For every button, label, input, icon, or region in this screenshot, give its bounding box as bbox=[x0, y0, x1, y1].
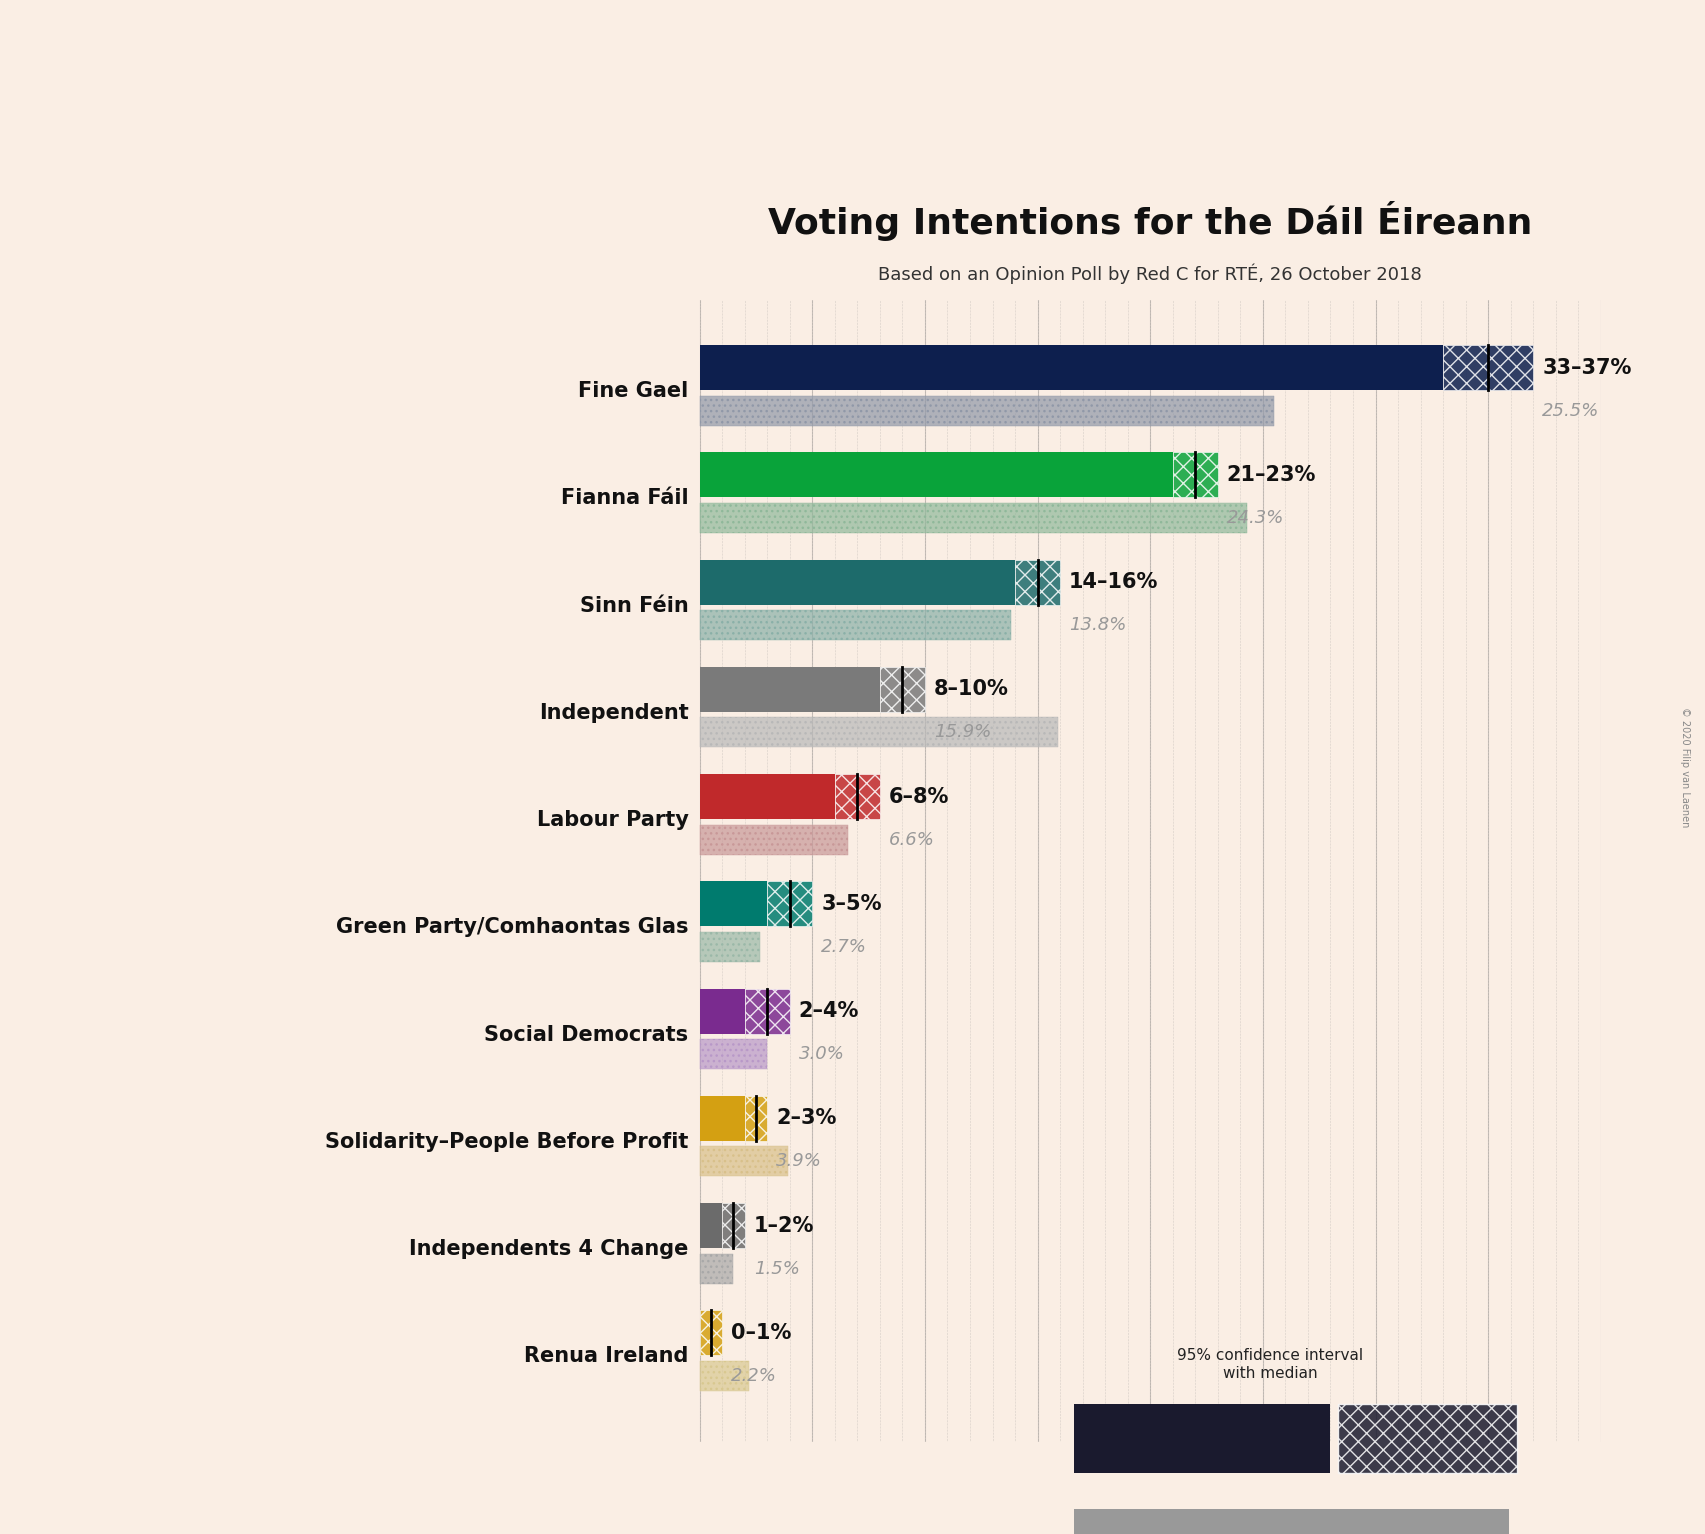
Text: Social Democrats: Social Democrats bbox=[484, 1025, 689, 1045]
Text: Green Party/Comhaontas Glas: Green Party/Comhaontas Glas bbox=[336, 917, 689, 937]
Bar bbox=[699, 1039, 767, 1069]
Bar bbox=[835, 775, 880, 819]
Text: 1–2%: 1–2% bbox=[754, 1215, 813, 1236]
Bar bbox=[699, 1361, 748, 1391]
Bar bbox=[699, 825, 849, 854]
Bar bbox=[699, 1146, 788, 1177]
Text: Sinn Féin: Sinn Féin bbox=[580, 595, 689, 615]
Bar bbox=[699, 1039, 767, 1069]
Text: 8–10%: 8–10% bbox=[934, 680, 1009, 700]
Bar bbox=[699, 882, 767, 927]
Text: 2.7%: 2.7% bbox=[822, 937, 868, 956]
Text: Fianna Fáil: Fianna Fáil bbox=[561, 488, 689, 508]
Text: 6–8%: 6–8% bbox=[888, 787, 950, 807]
Bar bbox=[699, 1253, 733, 1284]
Bar bbox=[880, 667, 924, 712]
Bar bbox=[699, 718, 1057, 747]
Bar bbox=[1442, 345, 1533, 390]
Bar bbox=[699, 1361, 748, 1391]
Text: 25.5%: 25.5% bbox=[1543, 402, 1599, 419]
Bar bbox=[699, 988, 745, 1034]
Text: 2–4%: 2–4% bbox=[798, 1002, 859, 1022]
Text: Renua Ireland: Renua Ireland bbox=[523, 1347, 689, 1367]
Bar bbox=[699, 931, 760, 962]
Bar bbox=[767, 882, 812, 927]
Text: 3.0%: 3.0% bbox=[798, 1045, 844, 1063]
Bar bbox=[699, 1253, 733, 1284]
Bar bbox=[699, 611, 1011, 640]
Text: Voting Intentions for the Dáil Éireann: Voting Intentions for the Dáil Éireann bbox=[767, 201, 1533, 241]
Bar bbox=[699, 453, 1173, 497]
Bar bbox=[699, 1095, 745, 1141]
Text: 6.6%: 6.6% bbox=[888, 830, 934, 848]
Bar bbox=[699, 503, 1246, 532]
Bar bbox=[699, 1203, 723, 1249]
Text: 3–5%: 3–5% bbox=[822, 894, 881, 914]
Text: 14–16%: 14–16% bbox=[1069, 572, 1158, 592]
Bar bbox=[699, 611, 1011, 640]
Bar bbox=[745, 1095, 767, 1141]
Bar bbox=[1173, 453, 1217, 497]
Text: 24.3%: 24.3% bbox=[1228, 509, 1284, 526]
Text: Independent: Independent bbox=[539, 703, 689, 723]
Bar bbox=[699, 503, 1246, 532]
Text: Based on an Opinion Poll by Red C for RTÉ, 26 October 2018: Based on an Opinion Poll by Red C for RT… bbox=[878, 264, 1422, 284]
Bar bbox=[699, 1146, 788, 1177]
Bar bbox=[699, 560, 1014, 604]
Text: Solidarity–People Before Profit: Solidarity–People Before Profit bbox=[326, 1132, 689, 1152]
Text: 0–1%: 0–1% bbox=[731, 1322, 791, 1342]
Text: 15.9%: 15.9% bbox=[934, 724, 991, 741]
Bar bbox=[699, 345, 1442, 390]
Bar bbox=[699, 396, 1274, 425]
Text: 21–23%: 21–23% bbox=[1228, 465, 1316, 485]
Bar bbox=[699, 718, 1057, 747]
Text: 3.9%: 3.9% bbox=[776, 1152, 822, 1170]
Text: © 2020 Filip van Laenen: © 2020 Filip van Laenen bbox=[1679, 707, 1690, 827]
Text: 33–37%: 33–37% bbox=[1543, 357, 1632, 377]
Bar bbox=[723, 1203, 745, 1249]
Bar bbox=[699, 1310, 723, 1356]
Bar bbox=[699, 825, 849, 854]
Bar bbox=[699, 775, 835, 819]
Text: 13.8%: 13.8% bbox=[1069, 617, 1127, 634]
Bar bbox=[745, 988, 789, 1034]
Text: Fine Gael: Fine Gael bbox=[578, 382, 689, 402]
Bar bbox=[699, 667, 880, 712]
Bar bbox=[1014, 560, 1061, 604]
Text: 2.2%: 2.2% bbox=[731, 1367, 777, 1385]
Text: Independents 4 Change: Independents 4 Change bbox=[409, 1239, 689, 1259]
Text: 1.5%: 1.5% bbox=[754, 1259, 800, 1278]
Text: 95% confidence interval
with median: 95% confidence interval with median bbox=[1176, 1348, 1364, 1381]
Bar bbox=[699, 396, 1274, 425]
Text: 2–3%: 2–3% bbox=[776, 1109, 837, 1129]
Text: Labour Party: Labour Party bbox=[537, 810, 689, 830]
Bar bbox=[699, 931, 760, 962]
